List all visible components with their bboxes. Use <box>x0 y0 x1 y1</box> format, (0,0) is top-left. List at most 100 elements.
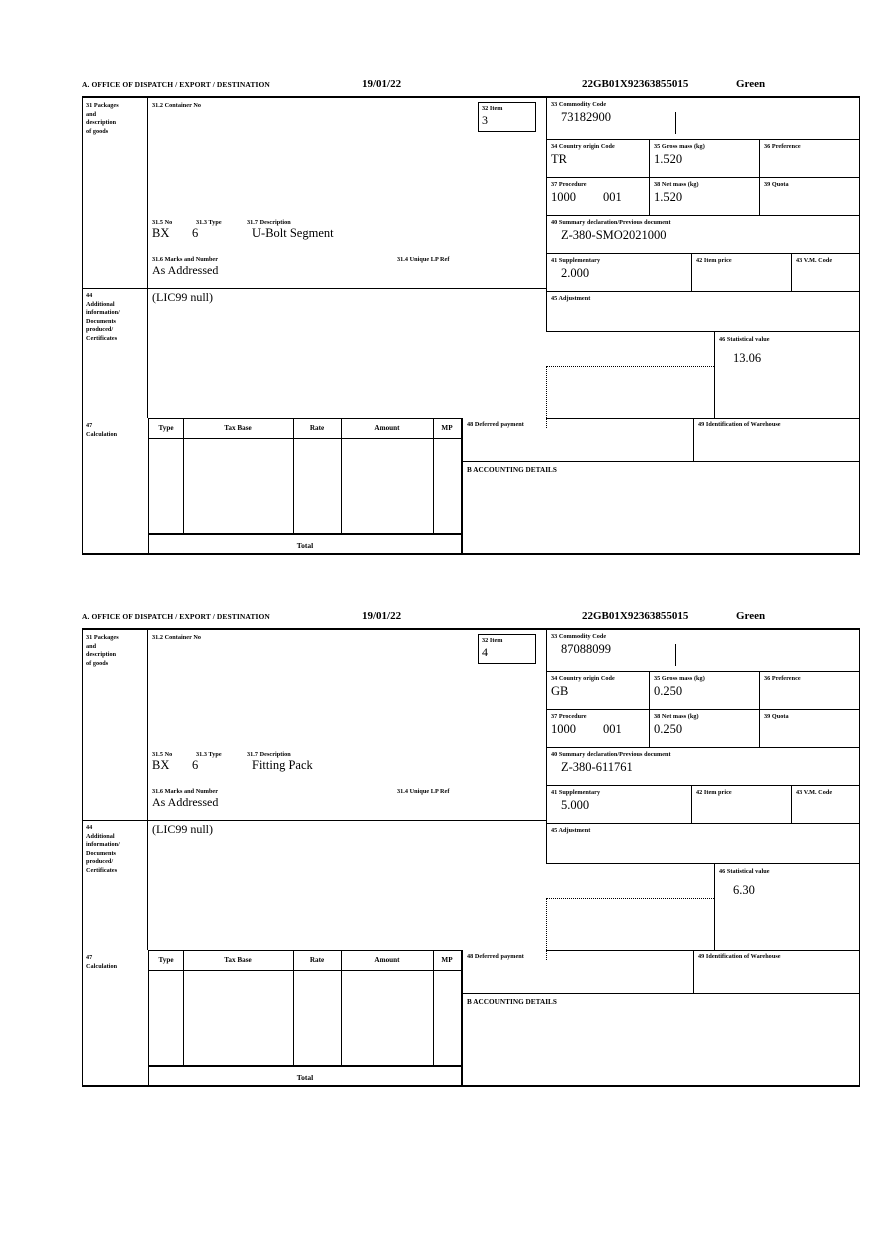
field-48-deferred-payment: 48 Deferred payment <box>462 950 694 994</box>
calculation-table: Type Tax Base Rate Amount MP <box>148 418 462 534</box>
calc-col-divider-2 <box>293 419 294 533</box>
calculation-header-row: Type Tax Base Rate Amount MP <box>149 951 461 971</box>
field-33-commodity-code: 33 Commodity Code 73182900 <box>546 98 860 140</box>
commodity-code-value: 87088099 <box>561 642 611 656</box>
supplementary-value: 5.000 <box>561 798 590 812</box>
sad-form-item-3: A. OFFICE OF DISPATCH / EXPORT / DESTINA… <box>82 78 860 555</box>
calc-col-divider-3 <box>341 419 342 533</box>
field-31-package-line: 31.5 No 31.3 Type 31.7 Description BX 6 … <box>152 219 334 240</box>
statistical-value-value: 6.30 <box>733 883 755 897</box>
dotted-divider-vertical <box>546 898 547 960</box>
statistical-value-value: 13.06 <box>733 351 762 365</box>
field-31-marks-line: 31.6 Marks and Number 31.4 Unique LP Ref… <box>152 788 450 809</box>
field-41-supplementary: 41 Supplementary 2.000 <box>546 254 692 292</box>
dotted-divider-vertical <box>546 366 547 428</box>
field-43-vm-code: 43 V.M. Code <box>792 786 860 824</box>
calc-col-divider-4 <box>433 419 434 533</box>
procedure-value: 1000 <box>551 722 576 736</box>
previous-document-value: Z-380-SMO2021000 <box>561 228 667 242</box>
divider-31-44 <box>82 820 546 821</box>
field-44-additional-information: (LIC99 null) <box>148 288 546 418</box>
field-34-country-origin: 34 Country origin Code GB <box>546 672 650 710</box>
declaration-date: 19/01/22 <box>362 78 402 90</box>
field-44-additional-information: (LIC99 null) <box>148 820 546 950</box>
declaration-date: 19/01/22 <box>362 610 402 622</box>
form-outer-frame <box>82 630 860 1087</box>
form-body: 31 Packages and description of goods 31.… <box>82 628 860 1087</box>
box-b-accounting-details: B ACCOUNTING DETAILS <box>462 462 860 555</box>
commodity-code-value: 73182900 <box>561 110 611 124</box>
field-39-quota: 39 Quota <box>760 178 860 216</box>
field-48-deferred-payment: 48 Deferred payment <box>462 418 694 462</box>
field-31-2-container: 31.2 Container No <box>152 634 202 641</box>
item-number-value: 4 <box>482 645 488 659</box>
field-42-item-price: 42 Item price <box>692 786 792 824</box>
field-33-commodity-code: 33 Commodity Code 87088099 <box>546 630 860 672</box>
form-outer-frame <box>82 98 860 555</box>
field-37-procedure: 37 Procedure 1000 001 <box>546 710 650 748</box>
field-37-procedure: 37 Procedure 1000 001 <box>546 178 650 216</box>
field-40-previous-document: 40 Summary declaration/Previous document… <box>546 216 860 254</box>
field-31-stub: 31 Packages and description of goods <box>82 630 148 820</box>
field-40-previous-document: 40 Summary declaration/Previous document… <box>546 748 860 786</box>
dotted-divider-horizontal <box>546 898 714 899</box>
gross-mass-value: 1.520 <box>654 152 683 166</box>
field-42-item-price: 42 Item price <box>692 254 792 292</box>
net-mass-value: 0.250 <box>654 722 683 736</box>
field-47-stub: 47 Calculation <box>86 954 118 970</box>
dotted-divider-horizontal <box>546 366 714 367</box>
commodity-code-tick <box>675 112 676 134</box>
field-46-statistical-value: 46 Statistical value 13.06 <box>714 332 860 418</box>
field-31-2-container: 31.2 Container No <box>152 102 202 109</box>
field-49-warehouse: 49 Identification of Warehouse <box>694 418 860 462</box>
office-of-dispatch-label: A. OFFICE OF DISPATCH / EXPORT / DESTINA… <box>82 612 270 621</box>
package-type-value: BX <box>152 226 170 240</box>
procedure-additional-value: 001 <box>603 190 622 204</box>
sad-form-item-4: A. OFFICE OF DISPATCH / EXPORT / DESTINA… <box>82 610 860 1087</box>
field-32-item: 32 Item 4 <box>478 634 536 664</box>
divider-46-bottom <box>546 418 860 419</box>
package-count-value: 6 <box>192 758 199 772</box>
declaration-status: Green <box>736 78 766 90</box>
field-47-stub: 47 Calculation <box>86 422 118 438</box>
calc-col-divider-2 <box>293 951 294 1065</box>
field-45-adjustment: 45 Adjustment <box>546 292 860 332</box>
additional-information-value: (LIC99 null) <box>152 290 213 304</box>
divider-46-bottom <box>546 950 860 951</box>
supplementary-value: 2.000 <box>561 266 590 280</box>
country-origin-value: GB <box>551 684 569 698</box>
form-header: A. OFFICE OF DISPATCH / EXPORT / DESTINA… <box>82 78 860 96</box>
calc-col-divider-3 <box>341 951 342 1065</box>
previous-document-value: Z-380-611761 <box>561 760 633 774</box>
field-36-preference: 36 Preference <box>760 140 860 178</box>
calculation-total-row: Total <box>148 1066 462 1087</box>
gross-mass-value: 0.250 <box>654 684 683 698</box>
field-49-warehouse: 49 Identification of Warehouse <box>694 950 860 994</box>
field-31-stub: 31 Packages and description of goods <box>82 98 148 288</box>
field-31-marks-line: 31.6 Marks and Number 31.4 Unique LP Ref… <box>152 256 450 277</box>
net-mass-value: 1.520 <box>654 190 683 204</box>
field-38-net-mass: 38 Net mass (kg) 0.250 <box>650 710 760 748</box>
declaration-reference: 22GB01X92363855015 <box>582 78 689 90</box>
form-body: 31 Packages and description of goods 31.… <box>82 96 860 555</box>
field-38-net-mass: 38 Net mass (kg) 1.520 <box>650 178 760 216</box>
field-41-supplementary: 41 Supplementary 5.000 <box>546 786 692 824</box>
field-35-gross-mass: 35 Gross mass (kg) 0.250 <box>650 672 760 710</box>
field-43-vm-code: 43 V.M. Code <box>792 254 860 292</box>
commodity-code-tick <box>675 644 676 666</box>
declaration-reference: 22GB01X92363855015 <box>582 610 689 622</box>
field-35-gross-mass: 35 Gross mass (kg) 1.520 <box>650 140 760 178</box>
box-b-accounting-details: B ACCOUNTING DETAILS <box>462 994 860 1087</box>
field-32-item: 32 Item 3 <box>478 102 536 132</box>
procedure-value: 1000 <box>551 190 576 204</box>
calc-col-divider-1 <box>183 951 184 1065</box>
field-34-country-origin: 34 Country origin Code TR <box>546 140 650 178</box>
package-type-value: BX <box>152 758 170 772</box>
field-31-package-line: 31.5 No 31.3 Type 31.7 Description BX 6 … <box>152 751 313 772</box>
declaration-status: Green <box>736 610 766 622</box>
field-45-adjustment: 45 Adjustment <box>546 824 860 864</box>
field-39-quota: 39 Quota <box>760 710 860 748</box>
package-count-value: 6 <box>192 226 199 240</box>
calc-col-divider-4 <box>433 951 434 1065</box>
